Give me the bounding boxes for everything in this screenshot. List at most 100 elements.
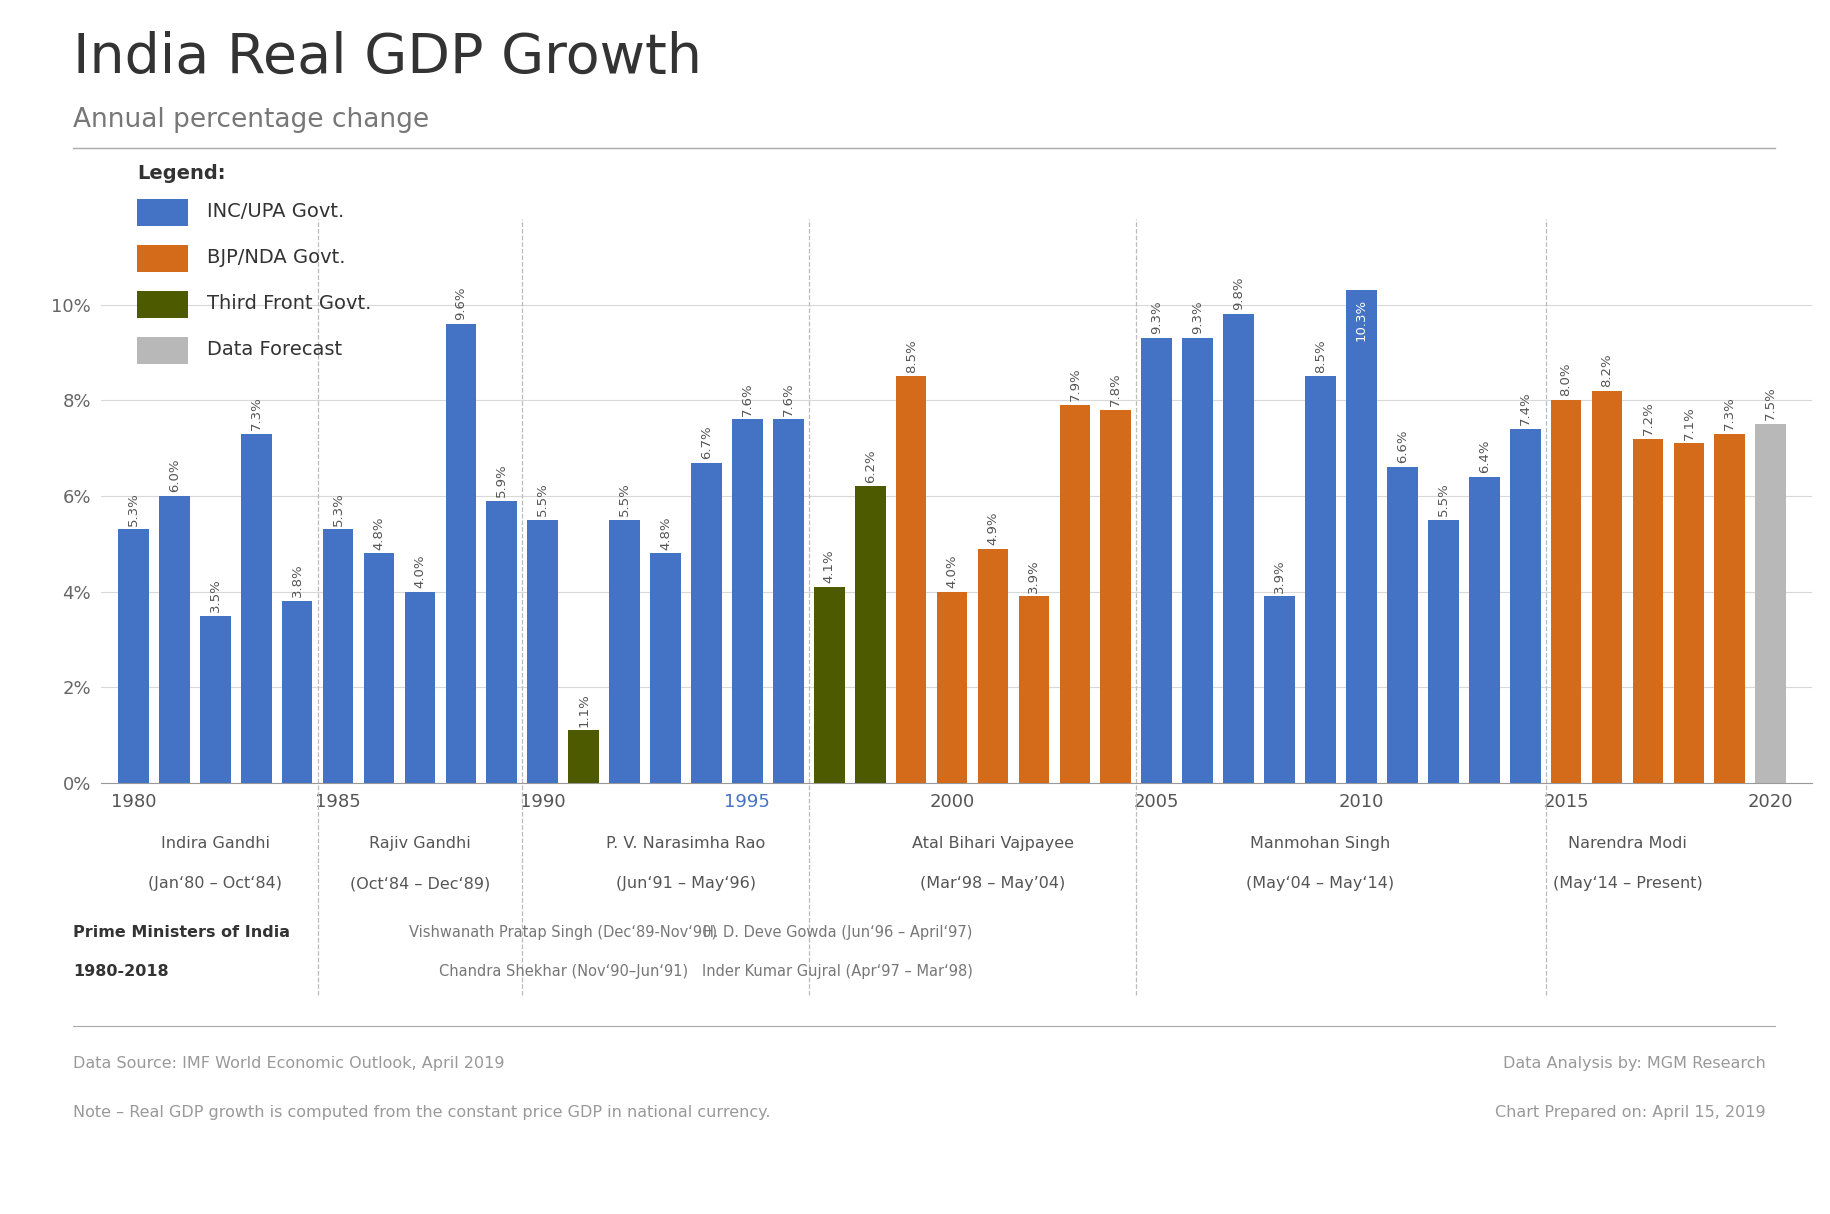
Bar: [1510, 429, 1541, 783]
Text: 5.5%: 5.5%: [1437, 482, 1449, 516]
Text: 4.8%: 4.8%: [373, 516, 386, 550]
Text: Inder Kumar Gujral (Apr‘97 – Mar‘98): Inder Kumar Gujral (Apr‘97 – Mar‘98): [703, 964, 974, 978]
Text: 5.3%: 5.3%: [126, 492, 139, 526]
Bar: [1305, 376, 1336, 783]
Text: 7.9%: 7.9%: [1069, 368, 1082, 402]
Text: 10.3%: 10.3%: [1354, 299, 1367, 341]
Bar: [1592, 391, 1623, 783]
Text: (May‘04 – May‘14): (May‘04 – May‘14): [1246, 877, 1394, 891]
Text: 1.1%: 1.1%: [576, 693, 589, 726]
Text: 5.9%: 5.9%: [496, 464, 509, 497]
Bar: [404, 591, 436, 783]
Text: Manmohan Singh: Manmohan Singh: [1250, 836, 1391, 851]
Bar: [1265, 596, 1296, 783]
Text: 3.9%: 3.9%: [1027, 558, 1041, 592]
Text: 4.0%: 4.0%: [414, 555, 426, 588]
Text: (Jan‘80 – Oct‘84): (Jan‘80 – Oct‘84): [148, 877, 282, 891]
Bar: [1142, 339, 1171, 783]
Text: 7.1%: 7.1%: [1682, 405, 1695, 439]
Text: (Oct‘84 – Dec‘89): (Oct‘84 – Dec‘89): [350, 877, 490, 891]
Text: Legend:: Legend:: [137, 164, 225, 183]
Text: Note – Real GDP growth is computed from the constant price GDP in national curre: Note – Real GDP growth is computed from …: [73, 1105, 770, 1119]
Bar: [364, 554, 393, 783]
Text: 9.3%: 9.3%: [1191, 301, 1204, 334]
Text: 3.5%: 3.5%: [209, 578, 221, 612]
Text: Annual percentage change: Annual percentage change: [73, 107, 430, 132]
Text: Third Front Govt.: Third Front Govt.: [207, 294, 371, 313]
Text: 7.4%: 7.4%: [1519, 392, 1532, 425]
Text: (Mar‘98 – May’04): (Mar‘98 – May’04): [920, 877, 1065, 891]
Bar: [1427, 520, 1459, 783]
Text: Data Source: IMF World Economic Outlook, April 2019: Data Source: IMF World Economic Outlook,…: [73, 1056, 505, 1071]
Text: 6.7%: 6.7%: [701, 425, 714, 459]
Text: H. D. Deve Gowda (Jun‘96 – April‘97): H. D. Deve Gowda (Jun‘96 – April‘97): [703, 925, 972, 940]
Text: 1980-2018: 1980-2018: [73, 964, 168, 978]
Text: BJP/NDA Govt.: BJP/NDA Govt.: [207, 248, 346, 267]
Text: 4.8%: 4.8%: [659, 516, 672, 550]
Text: 3.8%: 3.8%: [291, 563, 304, 597]
Bar: [159, 497, 190, 783]
Bar: [650, 554, 681, 783]
Bar: [1674, 443, 1704, 783]
Text: Indira Gandhi: Indira Gandhi: [161, 836, 269, 851]
Bar: [322, 529, 353, 783]
Bar: [1019, 596, 1049, 783]
Bar: [1347, 290, 1376, 783]
Text: Narendra Modi: Narendra Modi: [1568, 836, 1687, 851]
Bar: [814, 586, 845, 783]
Text: 9.8%: 9.8%: [1232, 277, 1244, 311]
Text: P. V. Narasimha Rao: P. V. Narasimha Rao: [606, 836, 765, 851]
Bar: [1755, 424, 1786, 783]
Bar: [1387, 467, 1418, 783]
Text: 7.8%: 7.8%: [1109, 373, 1122, 405]
Bar: [282, 601, 313, 783]
Bar: [937, 591, 968, 783]
Text: Atal Bihari Vajpayee: Atal Bihari Vajpayee: [911, 836, 1074, 851]
Text: 9.6%: 9.6%: [454, 287, 467, 320]
Bar: [445, 324, 476, 783]
Text: 6.6%: 6.6%: [1396, 430, 1409, 464]
Text: 5.3%: 5.3%: [331, 492, 344, 526]
Text: Vishwanath Pratap Singh (Dec‘89-Nov‘90): Vishwanath Pratap Singh (Dec‘89-Nov‘90): [410, 925, 717, 940]
Text: 8.5%: 8.5%: [904, 339, 917, 373]
Bar: [1715, 433, 1746, 783]
Text: India Real GDP Growth: India Real GDP Growth: [73, 30, 703, 84]
Text: 4.1%: 4.1%: [824, 550, 836, 583]
Text: Chandra Shekhar (Nov‘90–Jun‘91): Chandra Shekhar (Nov‘90–Jun‘91): [439, 964, 688, 978]
Text: 7.3%: 7.3%: [249, 396, 264, 430]
Text: INC/UPA Govt.: INC/UPA Govt.: [207, 202, 344, 221]
Text: 4.9%: 4.9%: [986, 511, 999, 545]
Bar: [1060, 405, 1091, 783]
Text: 6.0%: 6.0%: [168, 459, 181, 492]
Text: 6.4%: 6.4%: [1479, 439, 1491, 473]
Text: Data Analysis by: MGM Research: Data Analysis by: MGM Research: [1502, 1056, 1766, 1071]
Bar: [1550, 401, 1581, 783]
Text: 5.5%: 5.5%: [619, 482, 631, 516]
Text: 6.2%: 6.2%: [864, 449, 877, 483]
Text: Prime Ministers of India: Prime Ministers of India: [73, 925, 291, 940]
Text: Rajiv Gandhi: Rajiv Gandhi: [370, 836, 470, 851]
Text: 8.2%: 8.2%: [1601, 353, 1614, 387]
Text: 9.3%: 9.3%: [1151, 301, 1164, 334]
Bar: [569, 731, 598, 783]
Bar: [1469, 477, 1499, 783]
Text: 8.0%: 8.0%: [1559, 363, 1572, 397]
Text: 7.2%: 7.2%: [1642, 401, 1654, 435]
Bar: [1222, 314, 1254, 783]
Bar: [1632, 438, 1663, 783]
Bar: [242, 433, 271, 783]
Bar: [609, 520, 640, 783]
Bar: [119, 529, 148, 783]
Text: 7.6%: 7.6%: [741, 382, 754, 415]
Bar: [527, 520, 558, 783]
Text: (Jun‘91 – May‘96): (Jun‘91 – May‘96): [617, 877, 756, 891]
Text: Chart Prepared on: April 15, 2019: Chart Prepared on: April 15, 2019: [1495, 1105, 1766, 1119]
Bar: [977, 549, 1008, 783]
Bar: [199, 615, 231, 783]
Bar: [692, 463, 721, 783]
Bar: [855, 487, 886, 783]
Text: 8.5%: 8.5%: [1314, 339, 1327, 373]
Text: 7.5%: 7.5%: [1764, 386, 1777, 420]
Bar: [732, 420, 763, 783]
Text: 4.0%: 4.0%: [946, 555, 959, 588]
